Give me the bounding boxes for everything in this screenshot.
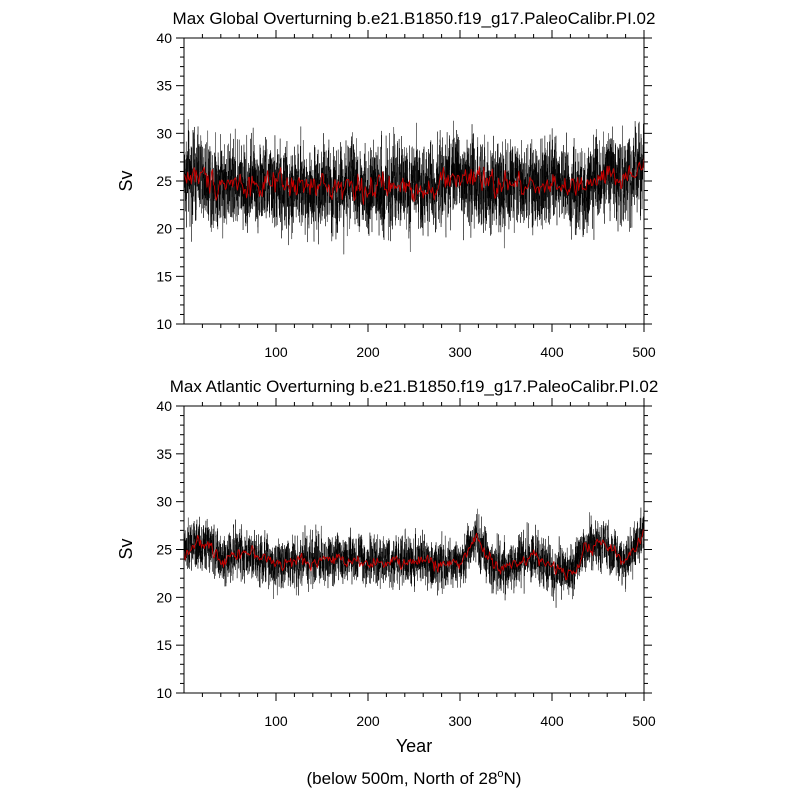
axis-layer: 10 15 20 25 30 35 40 100 200 300 400 500 bbox=[156, 30, 656, 360]
atlantic-overturning-chart: Max Atlantic Overturning b.e21.B1850.f19… bbox=[116, 377, 658, 729]
y-tick-label: 10 bbox=[156, 685, 172, 701]
x-tick-label: 400 bbox=[540, 344, 564, 360]
x-axis-label: Year bbox=[396, 736, 432, 756]
annual-mean-line bbox=[183, 528, 645, 581]
y-axis-label: Sv bbox=[116, 538, 136, 559]
plot-frame bbox=[183, 37, 645, 325]
y-tick-label: 40 bbox=[156, 30, 172, 46]
chart-title: Max Global Overturning b.e21.B1850.f19_g… bbox=[173, 9, 656, 28]
y-tick-label: 20 bbox=[156, 589, 172, 605]
y-tick-label: 35 bbox=[156, 446, 172, 462]
y-tick-label: 30 bbox=[156, 125, 172, 141]
chart-title: Max Atlantic Overturning b.e21.B1850.f19… bbox=[170, 377, 659, 396]
x-tick-label: 400 bbox=[540, 713, 564, 729]
annual-mean-line bbox=[183, 156, 645, 205]
y-tick-label: 15 bbox=[156, 637, 172, 653]
y-tick-label: 35 bbox=[156, 78, 172, 94]
y-tick-label: 25 bbox=[156, 173, 172, 189]
x-tick-label: 300 bbox=[448, 344, 472, 360]
data-layer bbox=[183, 507, 645, 609]
x-tick-label: 500 bbox=[632, 344, 656, 360]
footnote-suffix: N) bbox=[504, 769, 522, 788]
degree-superscript: o bbox=[497, 768, 503, 780]
plot-frame bbox=[183, 405, 645, 694]
y-tick-label: 40 bbox=[156, 398, 172, 414]
y-tick-label: 30 bbox=[156, 494, 172, 510]
footnote-prefix: (below 500m, North of 28 bbox=[307, 769, 498, 788]
monthly-series-line bbox=[183, 119, 645, 255]
x-tick-label: 200 bbox=[356, 344, 380, 360]
monthly-series-line bbox=[183, 507, 645, 609]
y-tick-label: 10 bbox=[156, 316, 172, 332]
global-overturning-chart: Max Global Overturning b.e21.B1850.f19_g… bbox=[116, 9, 656, 360]
data-layer bbox=[183, 119, 645, 255]
x-tick-label: 100 bbox=[264, 344, 288, 360]
y-tick-label: 15 bbox=[156, 268, 172, 284]
x-tick-label: 300 bbox=[448, 713, 472, 729]
x-tick-label: 500 bbox=[632, 713, 656, 729]
x-tick-label: 200 bbox=[356, 713, 380, 729]
axis-layer: 10 15 20 25 30 35 40 100 200 300 400 500 bbox=[156, 398, 656, 729]
y-tick-label: 25 bbox=[156, 542, 172, 558]
y-axis-label: Sv bbox=[116, 170, 136, 191]
x-tick-label: 100 bbox=[264, 713, 288, 729]
footnote: (below 500m, North of 28oN) bbox=[307, 768, 522, 788]
y-tick-label: 20 bbox=[156, 221, 172, 237]
